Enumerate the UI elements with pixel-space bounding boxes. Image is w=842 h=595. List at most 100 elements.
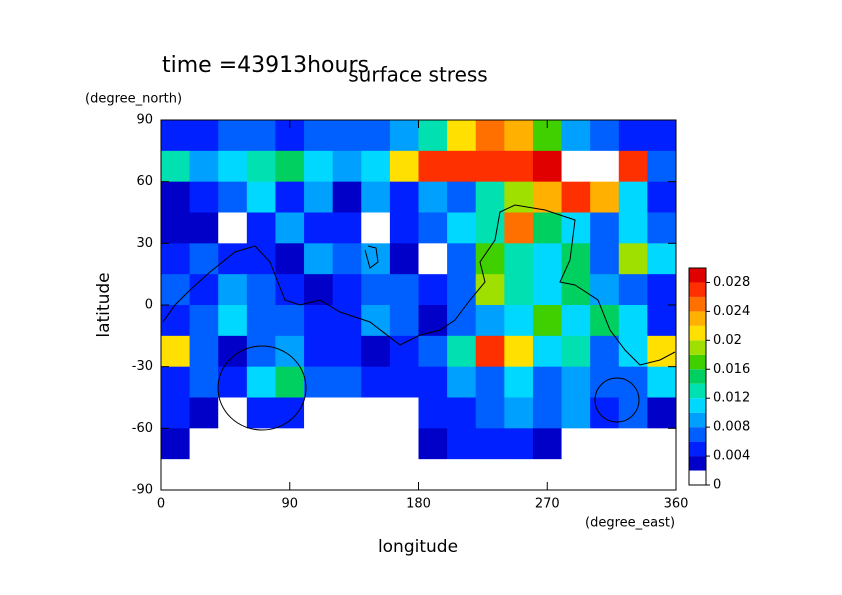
field-cell (504, 120, 534, 152)
field-cell (189, 243, 219, 275)
field-cell (504, 397, 534, 429)
field-cell (590, 212, 620, 244)
colorbar-band (689, 340, 706, 355)
field-cell (189, 335, 219, 368)
field-cell (161, 274, 191, 306)
field-cell (361, 366, 391, 398)
field-cell (161, 428, 191, 460)
field-cell (475, 274, 505, 306)
field-cell (447, 212, 477, 244)
field-cell (475, 243, 505, 275)
x-tick-label: 90 (281, 497, 298, 512)
field-cell (275, 366, 305, 398)
field-cell (218, 150, 248, 183)
colorbar-tick-label: 0.024 (713, 304, 750, 319)
field-cell (561, 274, 591, 306)
field-cell (275, 428, 305, 460)
field-cell (647, 459, 677, 491)
field-cell (304, 397, 334, 429)
field-cell (418, 305, 448, 337)
field-cell (189, 428, 219, 460)
field-cell (561, 212, 591, 244)
field-cell (389, 428, 419, 460)
colorbar-band (689, 354, 706, 370)
field-cell (389, 305, 419, 337)
field-cell (475, 120, 505, 152)
field-cell (275, 212, 305, 244)
field-cell (447, 397, 477, 429)
field-cell (418, 120, 448, 152)
field-cell (561, 459, 591, 491)
field-cell (618, 428, 648, 460)
field-cell (361, 150, 391, 183)
field-cell (246, 274, 276, 306)
field-cell (304, 181, 334, 213)
field-cell (218, 274, 248, 306)
field-cell (161, 181, 191, 213)
field-cell (447, 120, 477, 152)
field-cell (532, 397, 563, 429)
field-cell (418, 212, 448, 244)
colorbar-tick-label: 0.012 (713, 391, 750, 406)
colorbar-band (689, 296, 706, 312)
y-tick-label: 30 (136, 236, 153, 251)
y-tick-label: -30 (132, 359, 153, 374)
colorbar-band (689, 470, 706, 485)
colorbar-band (689, 383, 706, 399)
field-cell (532, 150, 563, 183)
field-cell (275, 335, 305, 368)
field-cell (361, 397, 391, 429)
field-cell (504, 305, 534, 337)
field-cell (246, 120, 276, 152)
field-cell (304, 366, 334, 398)
field-cell (418, 243, 448, 275)
field-cell (275, 305, 305, 337)
field-cell (447, 181, 477, 213)
field-cell (561, 428, 591, 460)
field-cell (389, 459, 419, 491)
field-cell (246, 243, 276, 275)
colorbar-tick-label: 0 (713, 478, 721, 493)
field (161, 120, 677, 491)
field-cell (447, 243, 477, 275)
field-cell (647, 274, 677, 306)
field-cell (618, 120, 648, 152)
field-cell (218, 335, 248, 368)
coastline (594, 377, 640, 423)
field-cell (504, 274, 534, 306)
field-cell (447, 459, 477, 491)
field-cell (504, 459, 534, 491)
field-cell (246, 335, 276, 368)
colorbar-frame (688, 267, 707, 486)
field-cell (361, 335, 391, 368)
field-cell (332, 150, 362, 183)
field-cell (246, 212, 276, 244)
field-cell (189, 274, 219, 306)
field-cell (189, 150, 219, 183)
field-cell (332, 181, 362, 213)
field-cell (561, 150, 591, 183)
field-cell (647, 212, 677, 244)
colorbar-band (689, 441, 706, 457)
field-cell (161, 150, 191, 183)
field-cell (246, 428, 276, 460)
field-cell (218, 243, 248, 275)
colorbar-tick-label: 0.004 (713, 449, 750, 464)
field-cell (447, 335, 477, 368)
colorbar-band (689, 456, 706, 471)
field-cell (618, 335, 648, 368)
field-cell (590, 428, 620, 460)
x-tick-label: 270 (535, 497, 560, 512)
field-cell (161, 243, 191, 275)
colorbar-band (689, 268, 706, 283)
field-cell (618, 366, 648, 398)
field-cell (532, 243, 563, 275)
field-cell (161, 397, 191, 429)
colorbar-band (689, 427, 706, 442)
field-cell (218, 212, 248, 244)
field-cell (332, 335, 362, 368)
field-cell (189, 305, 219, 337)
field-cell (304, 120, 334, 152)
y-tick-label: 60 (136, 174, 153, 189)
field-cell (561, 181, 591, 213)
